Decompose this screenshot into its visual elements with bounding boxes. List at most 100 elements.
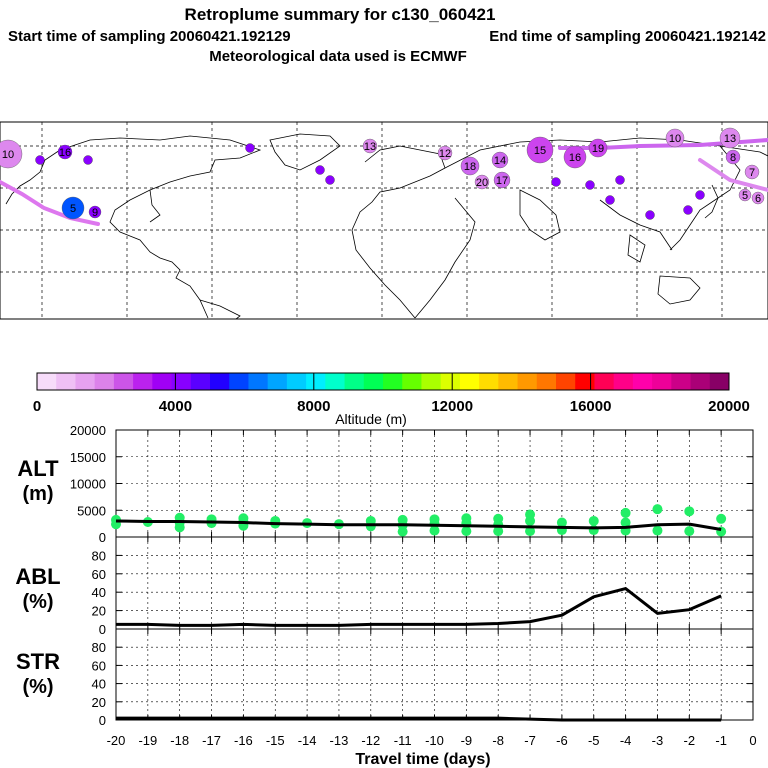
x-tick-label: 0: [749, 733, 756, 748]
colorbar-swatch: [306, 373, 326, 390]
plume-point: [88, 205, 102, 219]
plume-point-label: 9: [92, 207, 98, 219]
colorbar-swatch: [709, 373, 730, 390]
colorbar-tick-label: 4000: [159, 398, 192, 415]
colorbar-tick-label: 20000: [708, 398, 750, 415]
colorbar-swatch: [56, 373, 76, 390]
time-series-panels: 20000150001000050000ALT(m)806040200ABL(%…: [15, 423, 756, 748]
plume-point-label: 10: [669, 133, 681, 145]
map-gridlines: [0, 122, 768, 319]
plume-point-label: 16: [569, 152, 581, 164]
colorbar-swatch: [517, 373, 538, 390]
str-ytick-label: 0: [99, 713, 106, 728]
plume-point: [474, 174, 490, 190]
plume-point-label: 16: [59, 147, 71, 159]
plume-point: [57, 144, 73, 160]
end-time-text: End time of sampling 20060421.192142: [489, 28, 766, 45]
plume-point-label: 14: [494, 155, 506, 167]
colorbar-swatch: [37, 373, 57, 390]
plume-point-small: [645, 210, 655, 220]
abl-ytick-label: 80: [92, 548, 106, 563]
colorbar-swatch: [440, 373, 461, 390]
plume-point-label: 15: [534, 145, 546, 157]
colorbar-swatch: [190, 373, 211, 390]
colorbar-swatch: [210, 373, 230, 390]
plume-point-small: [35, 155, 45, 165]
alt-particle-point: [716, 513, 727, 524]
abl-ytick-label: 20: [92, 604, 106, 619]
alt-particle-point: [461, 526, 472, 537]
alt-ytick-label: 5000: [77, 503, 106, 518]
alt-ytick-label: 10000: [70, 477, 106, 492]
plume-point-small: [83, 155, 93, 165]
colorbar-swatch: [248, 373, 269, 390]
panel-abl: 80 60 40 20 0 ABL(%): [15, 536, 754, 637]
alt-particle-point: [493, 526, 504, 537]
x-tick-label: -15: [266, 733, 285, 748]
alt-particle-point: [620, 517, 631, 528]
colorbar-swatch: [267, 373, 288, 390]
plume-point-small: [551, 177, 561, 187]
coastlines: [5, 133, 768, 320]
colorbar-swatch: [613, 373, 634, 390]
panel-alt: 20000 15000 10000 5000 0 ALT(m): [17, 423, 754, 545]
abl-ytick-label: 0: [99, 622, 106, 637]
colorbar-swatch: [75, 373, 96, 390]
colorbar-swatch: [498, 373, 519, 390]
alt-particle-point: [525, 526, 536, 537]
abl-ytick-label: 40: [92, 585, 106, 600]
plume-point-label: 5: [70, 203, 76, 215]
str-ytick-label: 20: [92, 695, 106, 710]
plume-point: [362, 138, 378, 154]
plume-point: [61, 196, 85, 220]
plume-point: [738, 188, 752, 202]
plume-point-label: 8: [730, 152, 736, 164]
panel-str: 80 60 40 20 0 STR(%): [16, 628, 754, 728]
map-frame: [0, 121, 768, 320]
alt-series-line: [115, 519, 722, 531]
colorbar-label: Altitude (m): [335, 411, 407, 427]
colorbar-tick-label: 8000: [297, 398, 330, 415]
plume-point: [725, 149, 741, 165]
plume-point-label: 18: [464, 161, 476, 173]
plume-point: [0, 139, 23, 169]
colorbar-swatch: [402, 373, 422, 390]
x-tick-label: -4: [620, 733, 632, 748]
plume-point-label: 19: [592, 143, 604, 155]
x-tick-label: -9: [461, 733, 473, 748]
str-series-line: [116, 716, 722, 722]
colorbar-swatch: [575, 373, 595, 390]
colorbar-swatch: [171, 373, 192, 390]
alt-ytick-label: 20000: [70, 423, 106, 438]
plume-point-small: [695, 190, 705, 200]
abl-panel-name: ABL: [15, 564, 60, 589]
colorbar-swatch: [536, 373, 557, 390]
x-tick-label: -2: [684, 733, 696, 748]
alt-particle-point: [525, 515, 536, 526]
colorbar-swatch: [594, 373, 615, 390]
x-tick-label: -1: [715, 733, 727, 748]
str-ytick-label: 40: [92, 677, 106, 692]
alt-particle-point: [620, 507, 631, 518]
x-tick-label: -10: [425, 733, 444, 748]
x-tick-label: -12: [361, 733, 380, 748]
str-panel-unit: (%): [22, 676, 53, 698]
str-ytick-label: 80: [92, 640, 106, 655]
alt-particle-point: [652, 525, 663, 536]
start-time-text: Start time of sampling 20060421.192129: [8, 28, 291, 45]
plume-point: [493, 171, 511, 189]
plume-point: [491, 151, 509, 169]
x-tick-label: -6: [556, 733, 568, 748]
colorbar-swatch: [421, 373, 442, 390]
colorbar-swatch: [556, 373, 576, 390]
colorbar-swatch: [383, 373, 403, 390]
x-axis-ticks: -20 -19 -18 -17 -16 -15 -14 -13 -12 -11 -10 -9 -8 -7-…: [107, 733, 757, 748]
x-tick-label: -14: [298, 733, 317, 748]
x-axis-title: Travel time (days): [355, 751, 490, 768]
plume-point-label: 17: [496, 175, 508, 187]
met-data-text: Meteorological data used is ECMWF: [209, 48, 467, 65]
plume-point: [437, 145, 453, 161]
colorbar-swatch: [459, 373, 480, 390]
alt-particle-point: [556, 517, 567, 528]
